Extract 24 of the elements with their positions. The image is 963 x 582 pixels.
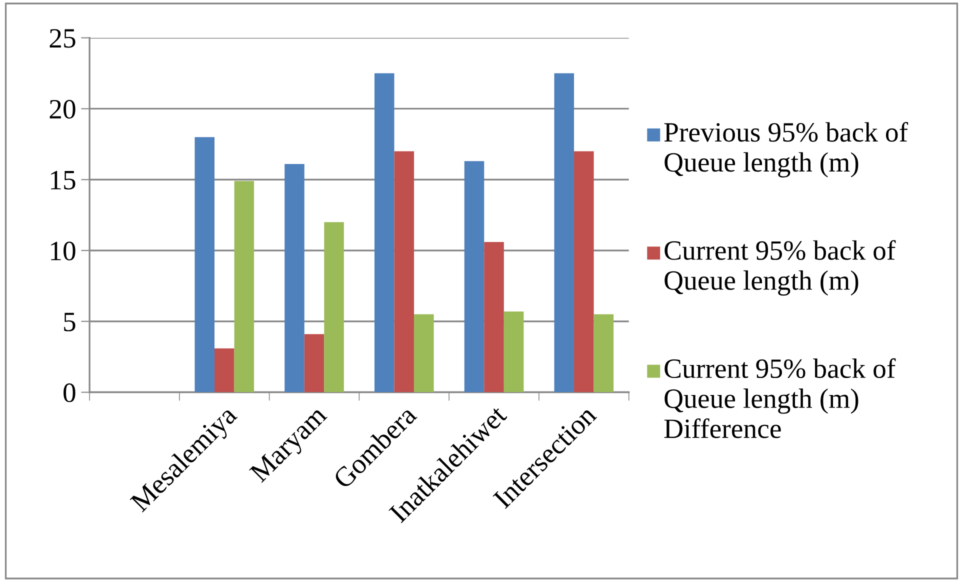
y-tick-label: 0 — [64, 383, 76, 402]
legend-label: Current 95% back of Queue length (m) Difference — [664, 358, 896, 438]
bar — [504, 311, 524, 392]
bar — [484, 242, 504, 392]
y-tick-label: 10 — [51, 242, 76, 260]
bar — [554, 73, 574, 392]
bar — [394, 151, 414, 392]
legend-label: Current 95% back of Queue length (m) — [664, 240, 896, 296]
bar — [414, 314, 434, 392]
y-tick-label: 20 — [50, 100, 76, 119]
bar — [594, 314, 614, 392]
bar — [324, 222, 344, 392]
bar — [234, 181, 254, 392]
legend-label: Previous 95% back of Queue length (m) — [664, 122, 908, 178]
bar — [194, 137, 214, 392]
bar — [284, 164, 304, 392]
bar — [464, 161, 484, 392]
bar — [574, 151, 594, 392]
y-tick-label: 15 — [51, 170, 76, 190]
bar — [374, 73, 394, 392]
bar — [304, 334, 324, 392]
y-tick-label: 25 — [50, 29, 76, 48]
y-tick-label: 5 — [64, 312, 76, 332]
bar — [214, 348, 234, 392]
